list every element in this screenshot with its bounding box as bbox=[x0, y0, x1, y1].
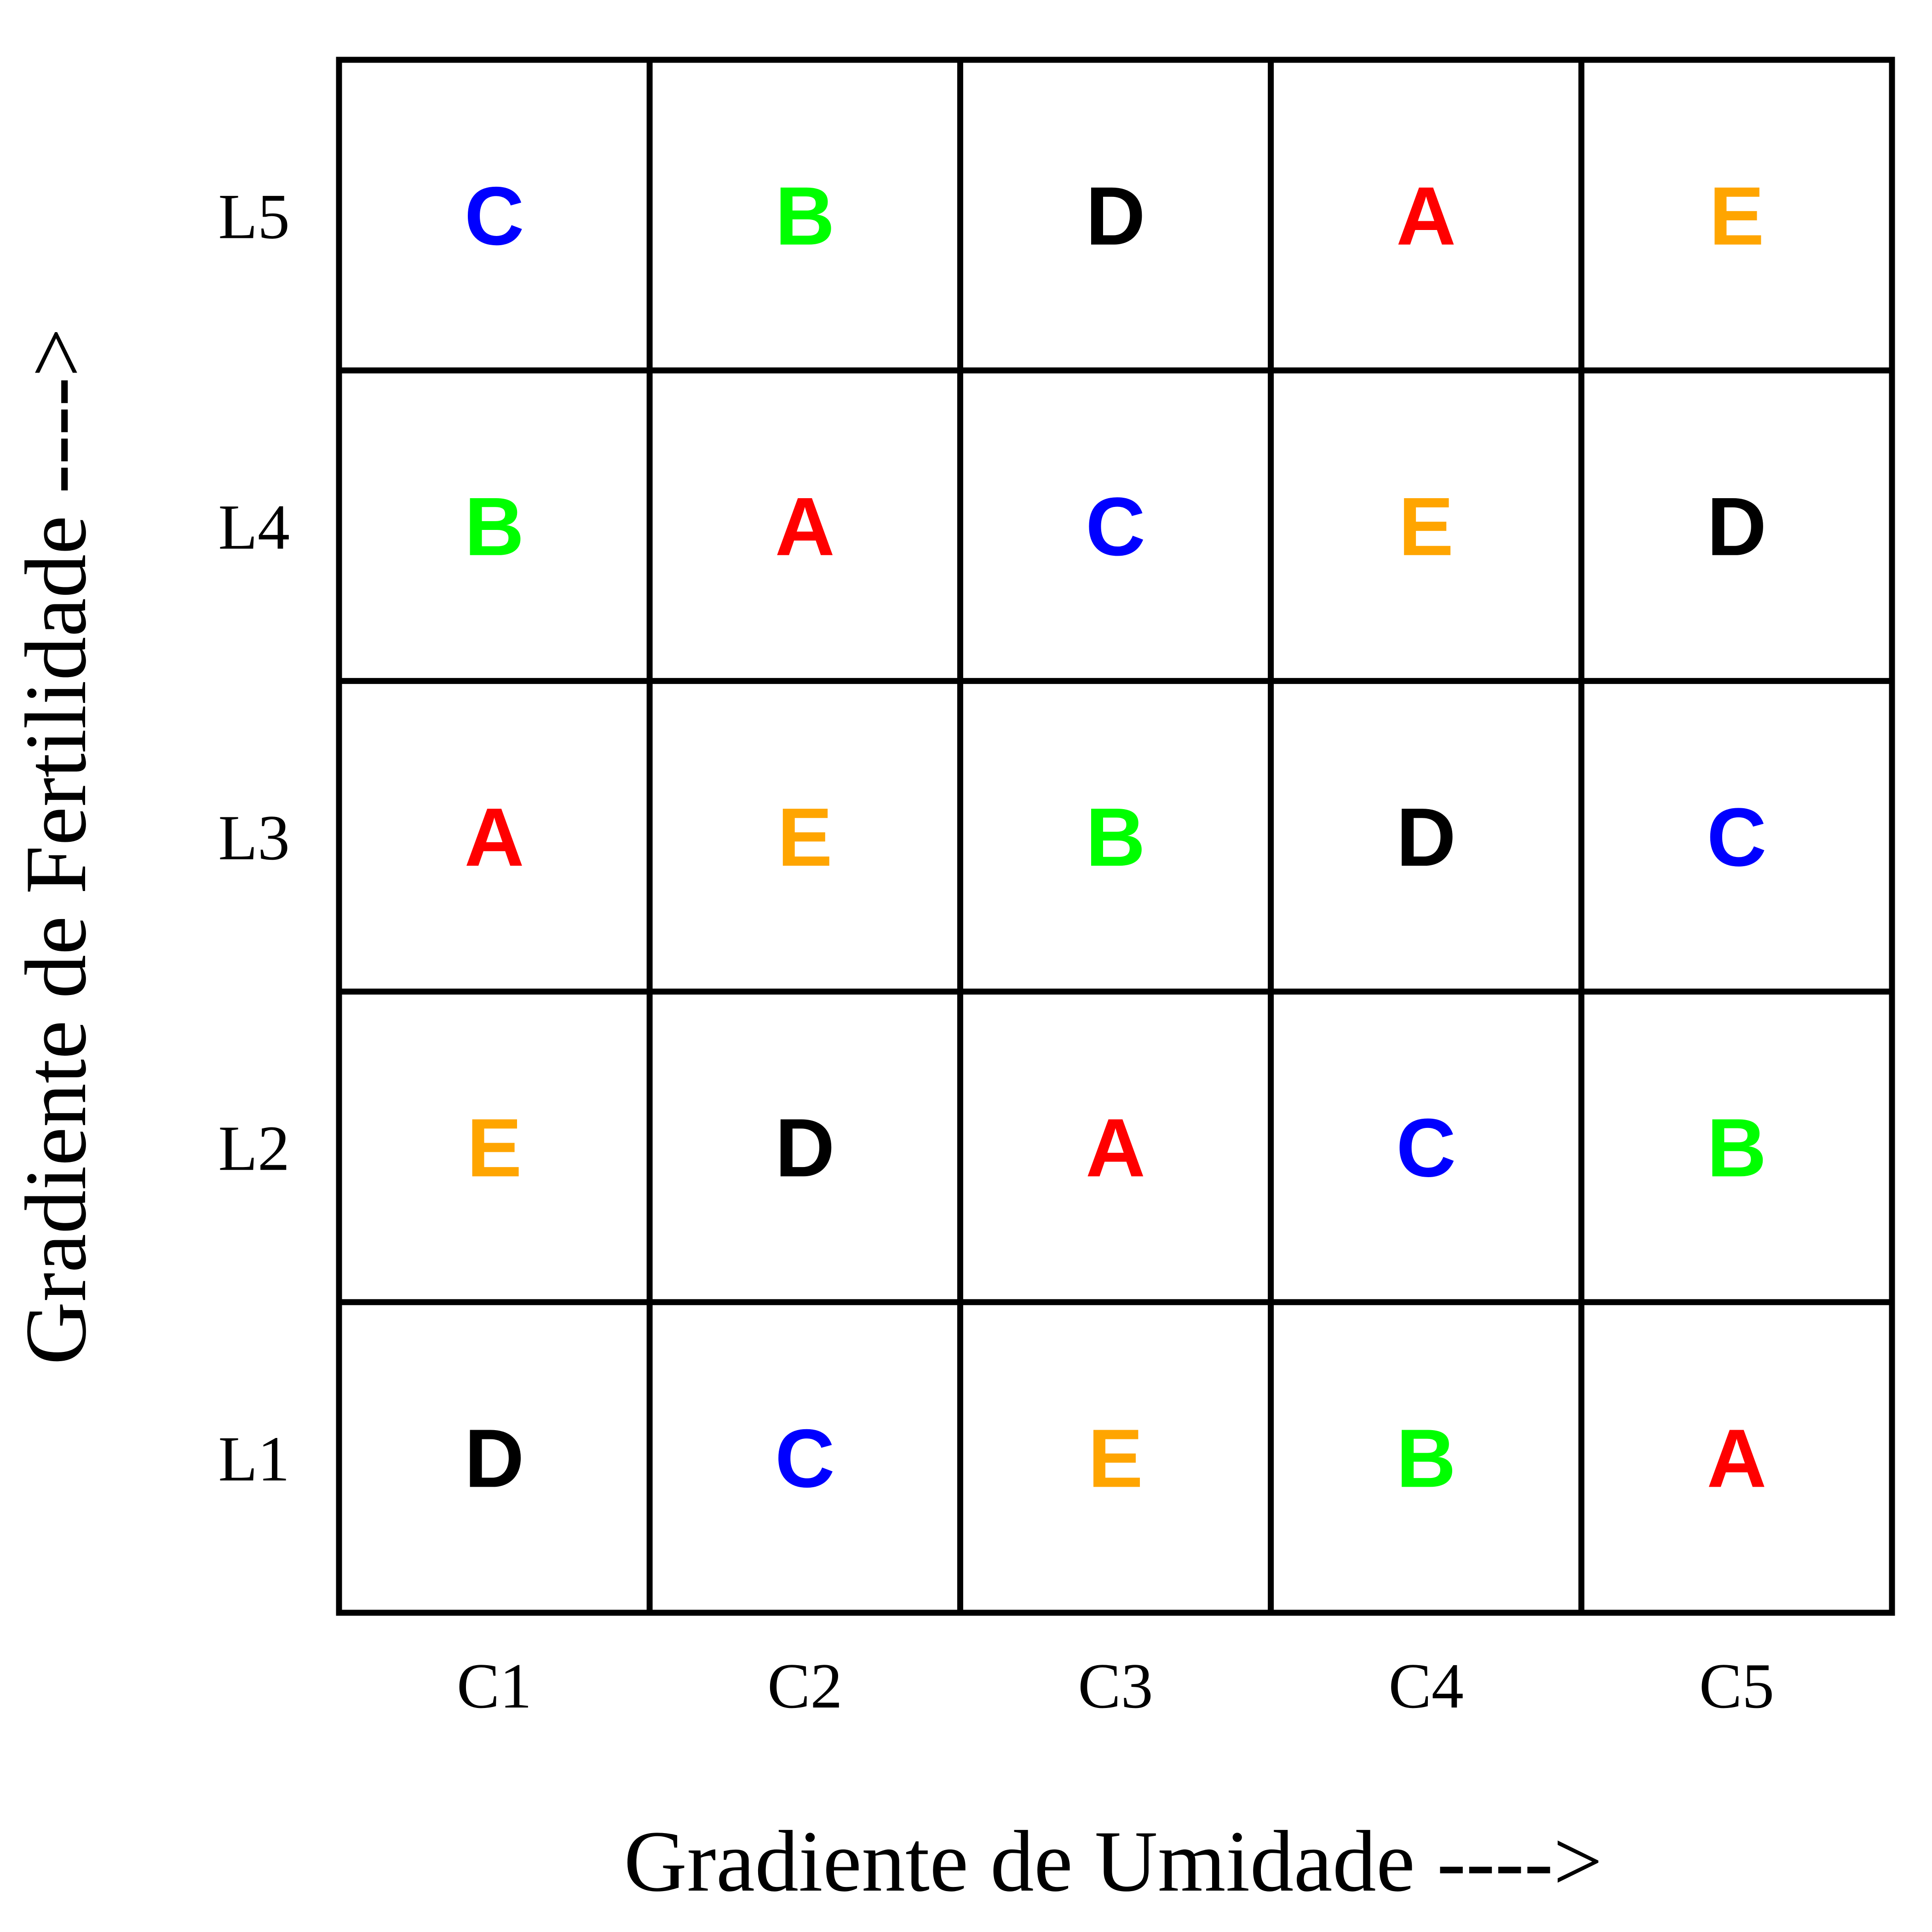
cell-letter-L4-C2: A bbox=[775, 481, 835, 573]
cell-letter-L5-C4: A bbox=[1396, 170, 1456, 263]
cell-letter-L3-C5: C bbox=[1707, 791, 1766, 884]
cell-letter-L4-C5: D bbox=[1707, 481, 1766, 573]
x-axis-label: Gradiente de Umidade ----> bbox=[624, 1813, 1603, 1910]
cell-letter-L5-C3: D bbox=[1086, 170, 1145, 263]
grid-lines bbox=[336, 57, 1895, 1616]
cell-letter-L5-C1: C bbox=[465, 170, 524, 263]
column-label-c5: C5 bbox=[1699, 1650, 1774, 1722]
column-label-c1: C1 bbox=[457, 1650, 532, 1722]
cell-letter-L1-C4: B bbox=[1396, 1412, 1456, 1505]
cell-letter-L4-C3: C bbox=[1086, 481, 1145, 573]
cell-letter-L5-C2: B bbox=[775, 170, 835, 263]
grid-cells: C B D A E B A C E D A E B D C E D A C B D C E B A bbox=[465, 170, 1767, 1505]
row-label-l3: L3 bbox=[218, 802, 290, 874]
cell-letter-L1-C1: D bbox=[465, 1412, 524, 1505]
row-label-l1: L1 bbox=[218, 1423, 290, 1495]
cell-letter-L2-C4: C bbox=[1396, 1102, 1456, 1194]
cell-letter-L2-C1: E bbox=[467, 1102, 522, 1194]
cell-letter-L2-C3: A bbox=[1086, 1102, 1145, 1194]
column-label-c3: C3 bbox=[1078, 1650, 1153, 1722]
row-labels: L5 L4 L3 L2 L1 bbox=[218, 181, 290, 1495]
y-axis-label: Gradiente de Fertilidade ----> bbox=[8, 328, 104, 1365]
cell-letter-L5-C5: E bbox=[1709, 170, 1764, 263]
row-label-l2: L2 bbox=[218, 1113, 290, 1184]
cell-letter-L3-C1: A bbox=[465, 791, 524, 884]
row-label-l5: L5 bbox=[218, 181, 290, 253]
row-label-l4: L4 bbox=[218, 492, 290, 563]
column-label-c4: C4 bbox=[1389, 1650, 1464, 1722]
cell-letter-L2-C2: D bbox=[775, 1102, 835, 1194]
cell-letter-L2-C5: B bbox=[1707, 1102, 1766, 1194]
cell-letter-L3-C3: B bbox=[1086, 791, 1145, 884]
cell-letter-L4-C4: E bbox=[1398, 481, 1454, 573]
cell-letter-L3-C4: D bbox=[1396, 791, 1456, 884]
column-labels: C1 C2 C3 C4 C5 bbox=[457, 1650, 1774, 1722]
grid-border bbox=[336, 57, 1895, 1616]
cell-letter-L4-C1: B bbox=[465, 481, 524, 573]
cell-letter-L1-C5: A bbox=[1707, 1412, 1766, 1505]
column-label-c2: C2 bbox=[767, 1650, 842, 1722]
cell-letter-L1-C3: E bbox=[1088, 1412, 1143, 1505]
cell-letter-L1-C2: C bbox=[775, 1412, 835, 1505]
cell-letter-L3-C2: E bbox=[777, 791, 833, 884]
